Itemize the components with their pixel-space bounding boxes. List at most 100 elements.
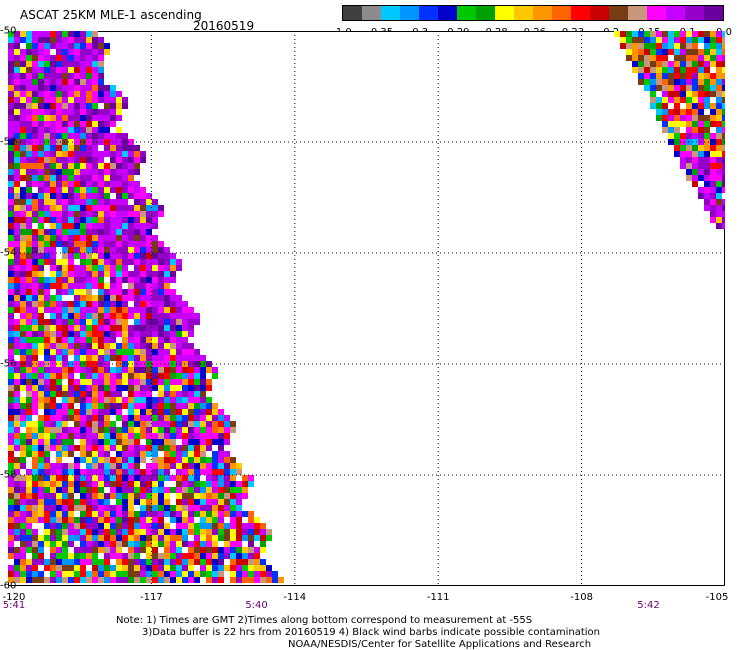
swath-cell: [116, 319, 122, 325]
swath-cell: [38, 79, 44, 85]
swath-cell: [92, 361, 98, 367]
swath-cell: [194, 385, 200, 391]
swath-cell: [56, 451, 62, 457]
swath-cell: [62, 271, 68, 277]
swath-cell: [692, 157, 698, 163]
swath-cell: [38, 217, 44, 223]
swath-cell: [224, 415, 230, 421]
swath-cell: [158, 457, 164, 463]
swath-cell: [74, 109, 80, 115]
swath-cell: [146, 373, 152, 379]
swath-cell: [38, 397, 44, 403]
swath-cell: [164, 547, 170, 553]
swath-cell: [50, 127, 56, 133]
swath-cell: [32, 463, 38, 469]
swath-cell: [8, 511, 14, 517]
swath-cell: [134, 259, 140, 265]
swath-cell: [164, 529, 170, 535]
swath-cell: [74, 247, 80, 253]
swath-cell: [98, 193, 104, 199]
swath-cell: [710, 181, 716, 187]
swath-cell: [176, 295, 182, 301]
swath-cell: [140, 367, 146, 373]
swath-cell: [212, 367, 218, 373]
swath-cell: [248, 517, 254, 523]
swath-cell: [86, 103, 92, 109]
swath-cell: [50, 175, 56, 181]
swath-cell: [146, 547, 152, 553]
swath-cell: [68, 337, 74, 343]
swath-cell: [92, 553, 98, 559]
swath-cell: [8, 103, 14, 109]
swath-cell: [32, 457, 38, 463]
swath-cell: [122, 205, 128, 211]
swath-cell: [104, 361, 110, 367]
swath-cell: [242, 559, 248, 565]
swath-cell: [200, 559, 206, 565]
swath-cell: [152, 469, 158, 475]
swath-cell: [14, 487, 20, 493]
swath-cell: [56, 157, 62, 163]
swath-cell: [242, 517, 248, 523]
swath-cell: [14, 445, 20, 451]
swath-cell: [134, 295, 140, 301]
swath-cell: [8, 499, 14, 505]
swath-cell: [98, 175, 104, 181]
swath-cell: [44, 91, 50, 97]
swath-cell: [50, 235, 56, 241]
swath-cell: [254, 523, 260, 529]
swath-cell: [128, 151, 134, 157]
swath-cell: [716, 181, 722, 187]
swath-cell: [26, 325, 32, 331]
swath-cell: [32, 277, 38, 283]
swath-cell: [80, 85, 86, 91]
swath-cell: [56, 49, 62, 55]
swath-cell: [146, 541, 152, 547]
swath-cell: [86, 163, 92, 169]
swath-cell: [32, 73, 38, 79]
swath-cell: [164, 253, 170, 259]
swath-cell: [14, 547, 20, 553]
swath-cell: [32, 367, 38, 373]
swath-cell: [14, 211, 20, 217]
swath-cell: [68, 103, 74, 109]
swath-cell: [242, 553, 248, 559]
swath-cell: [170, 265, 176, 271]
swath-cell: [110, 295, 116, 301]
swath-cell: [26, 481, 32, 487]
swath-cell: [116, 301, 122, 307]
swath-cell: [146, 433, 152, 439]
swath-cell: [44, 325, 50, 331]
swath-cell: [122, 409, 128, 415]
swath-cell: [8, 547, 14, 553]
swath-cell: [116, 535, 122, 541]
swath-cell: [194, 571, 200, 577]
swath-cell: [80, 493, 86, 499]
swath-cell: [44, 421, 50, 427]
swath-cell: [188, 427, 194, 433]
swath-cell: [38, 445, 44, 451]
swath-cell: [170, 433, 176, 439]
swath-cell: [74, 547, 80, 553]
swath-cell: [92, 469, 98, 475]
swath-cell: [62, 319, 68, 325]
swath-cell: [230, 517, 236, 523]
swath-cell: [188, 547, 194, 553]
swath-cell: [716, 67, 722, 73]
swath-cell: [146, 283, 152, 289]
swath-cell: [110, 559, 116, 565]
swath-cell: [92, 265, 98, 271]
swath-cell: [14, 565, 20, 571]
swath-cell: [92, 193, 98, 199]
swath-cell: [686, 121, 692, 127]
swath-cell: [164, 487, 170, 493]
swath-cell: [230, 577, 236, 583]
swath-cell: [104, 541, 110, 547]
swath-cell: [14, 385, 20, 391]
swath-cell: [110, 481, 116, 487]
swath-cell: [710, 97, 716, 103]
swath-cell: [98, 301, 104, 307]
swath-cell: [134, 355, 140, 361]
swath-cell: [80, 541, 86, 547]
swath-cell: [8, 67, 14, 73]
